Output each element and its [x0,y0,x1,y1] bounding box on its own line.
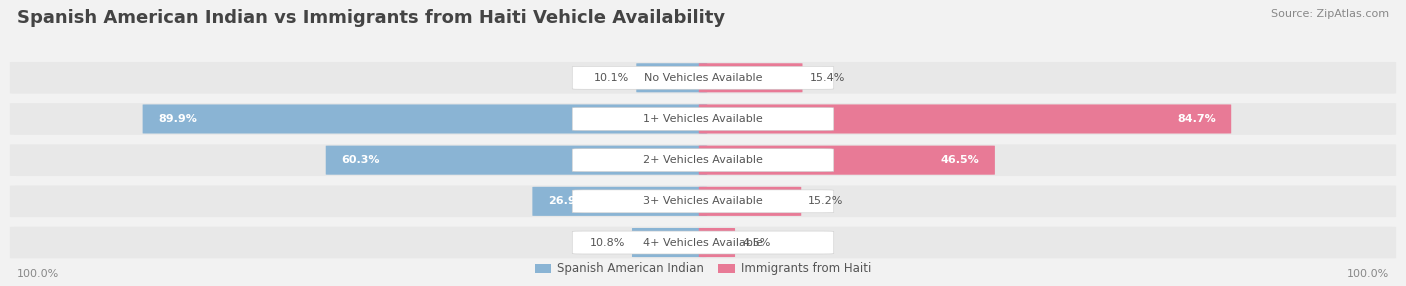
FancyBboxPatch shape [572,108,834,130]
Text: 100.0%: 100.0% [1347,269,1389,279]
Legend: Spanish American Indian, Immigrants from Haiti: Spanish American Indian, Immigrants from… [530,258,876,280]
Text: 84.7%: 84.7% [1177,114,1216,124]
Text: 10.1%: 10.1% [593,73,630,83]
FancyBboxPatch shape [699,104,1232,134]
FancyBboxPatch shape [10,227,1396,258]
Text: Spanish American Indian vs Immigrants from Haiti Vehicle Availability: Spanish American Indian vs Immigrants fr… [17,9,725,27]
FancyBboxPatch shape [10,144,1396,176]
Text: 3+ Vehicles Available: 3+ Vehicles Available [643,196,763,206]
FancyBboxPatch shape [572,66,834,89]
FancyBboxPatch shape [637,63,707,92]
FancyBboxPatch shape [10,62,1396,94]
Text: 4.5%: 4.5% [742,238,770,247]
FancyBboxPatch shape [572,149,834,172]
FancyBboxPatch shape [699,187,801,216]
Text: 4+ Vehicles Available: 4+ Vehicles Available [643,238,763,247]
FancyBboxPatch shape [631,228,707,257]
FancyBboxPatch shape [142,104,707,134]
Text: 60.3%: 60.3% [342,155,380,165]
Text: 15.2%: 15.2% [808,196,844,206]
Text: 10.8%: 10.8% [589,238,624,247]
FancyBboxPatch shape [572,190,834,213]
Text: 1+ Vehicles Available: 1+ Vehicles Available [643,114,763,124]
Text: No Vehicles Available: No Vehicles Available [644,73,762,83]
Text: 15.4%: 15.4% [810,73,845,83]
Text: 2+ Vehicles Available: 2+ Vehicles Available [643,155,763,165]
FancyBboxPatch shape [533,187,707,216]
FancyBboxPatch shape [699,228,735,257]
FancyBboxPatch shape [326,146,707,175]
Text: 100.0%: 100.0% [17,269,59,279]
Text: 26.9%: 26.9% [548,196,586,206]
Text: Source: ZipAtlas.com: Source: ZipAtlas.com [1271,9,1389,19]
Text: 46.5%: 46.5% [941,155,980,165]
Text: 89.9%: 89.9% [157,114,197,124]
FancyBboxPatch shape [699,63,803,92]
FancyBboxPatch shape [699,146,995,175]
FancyBboxPatch shape [572,231,834,254]
FancyBboxPatch shape [10,103,1396,135]
FancyBboxPatch shape [10,186,1396,217]
